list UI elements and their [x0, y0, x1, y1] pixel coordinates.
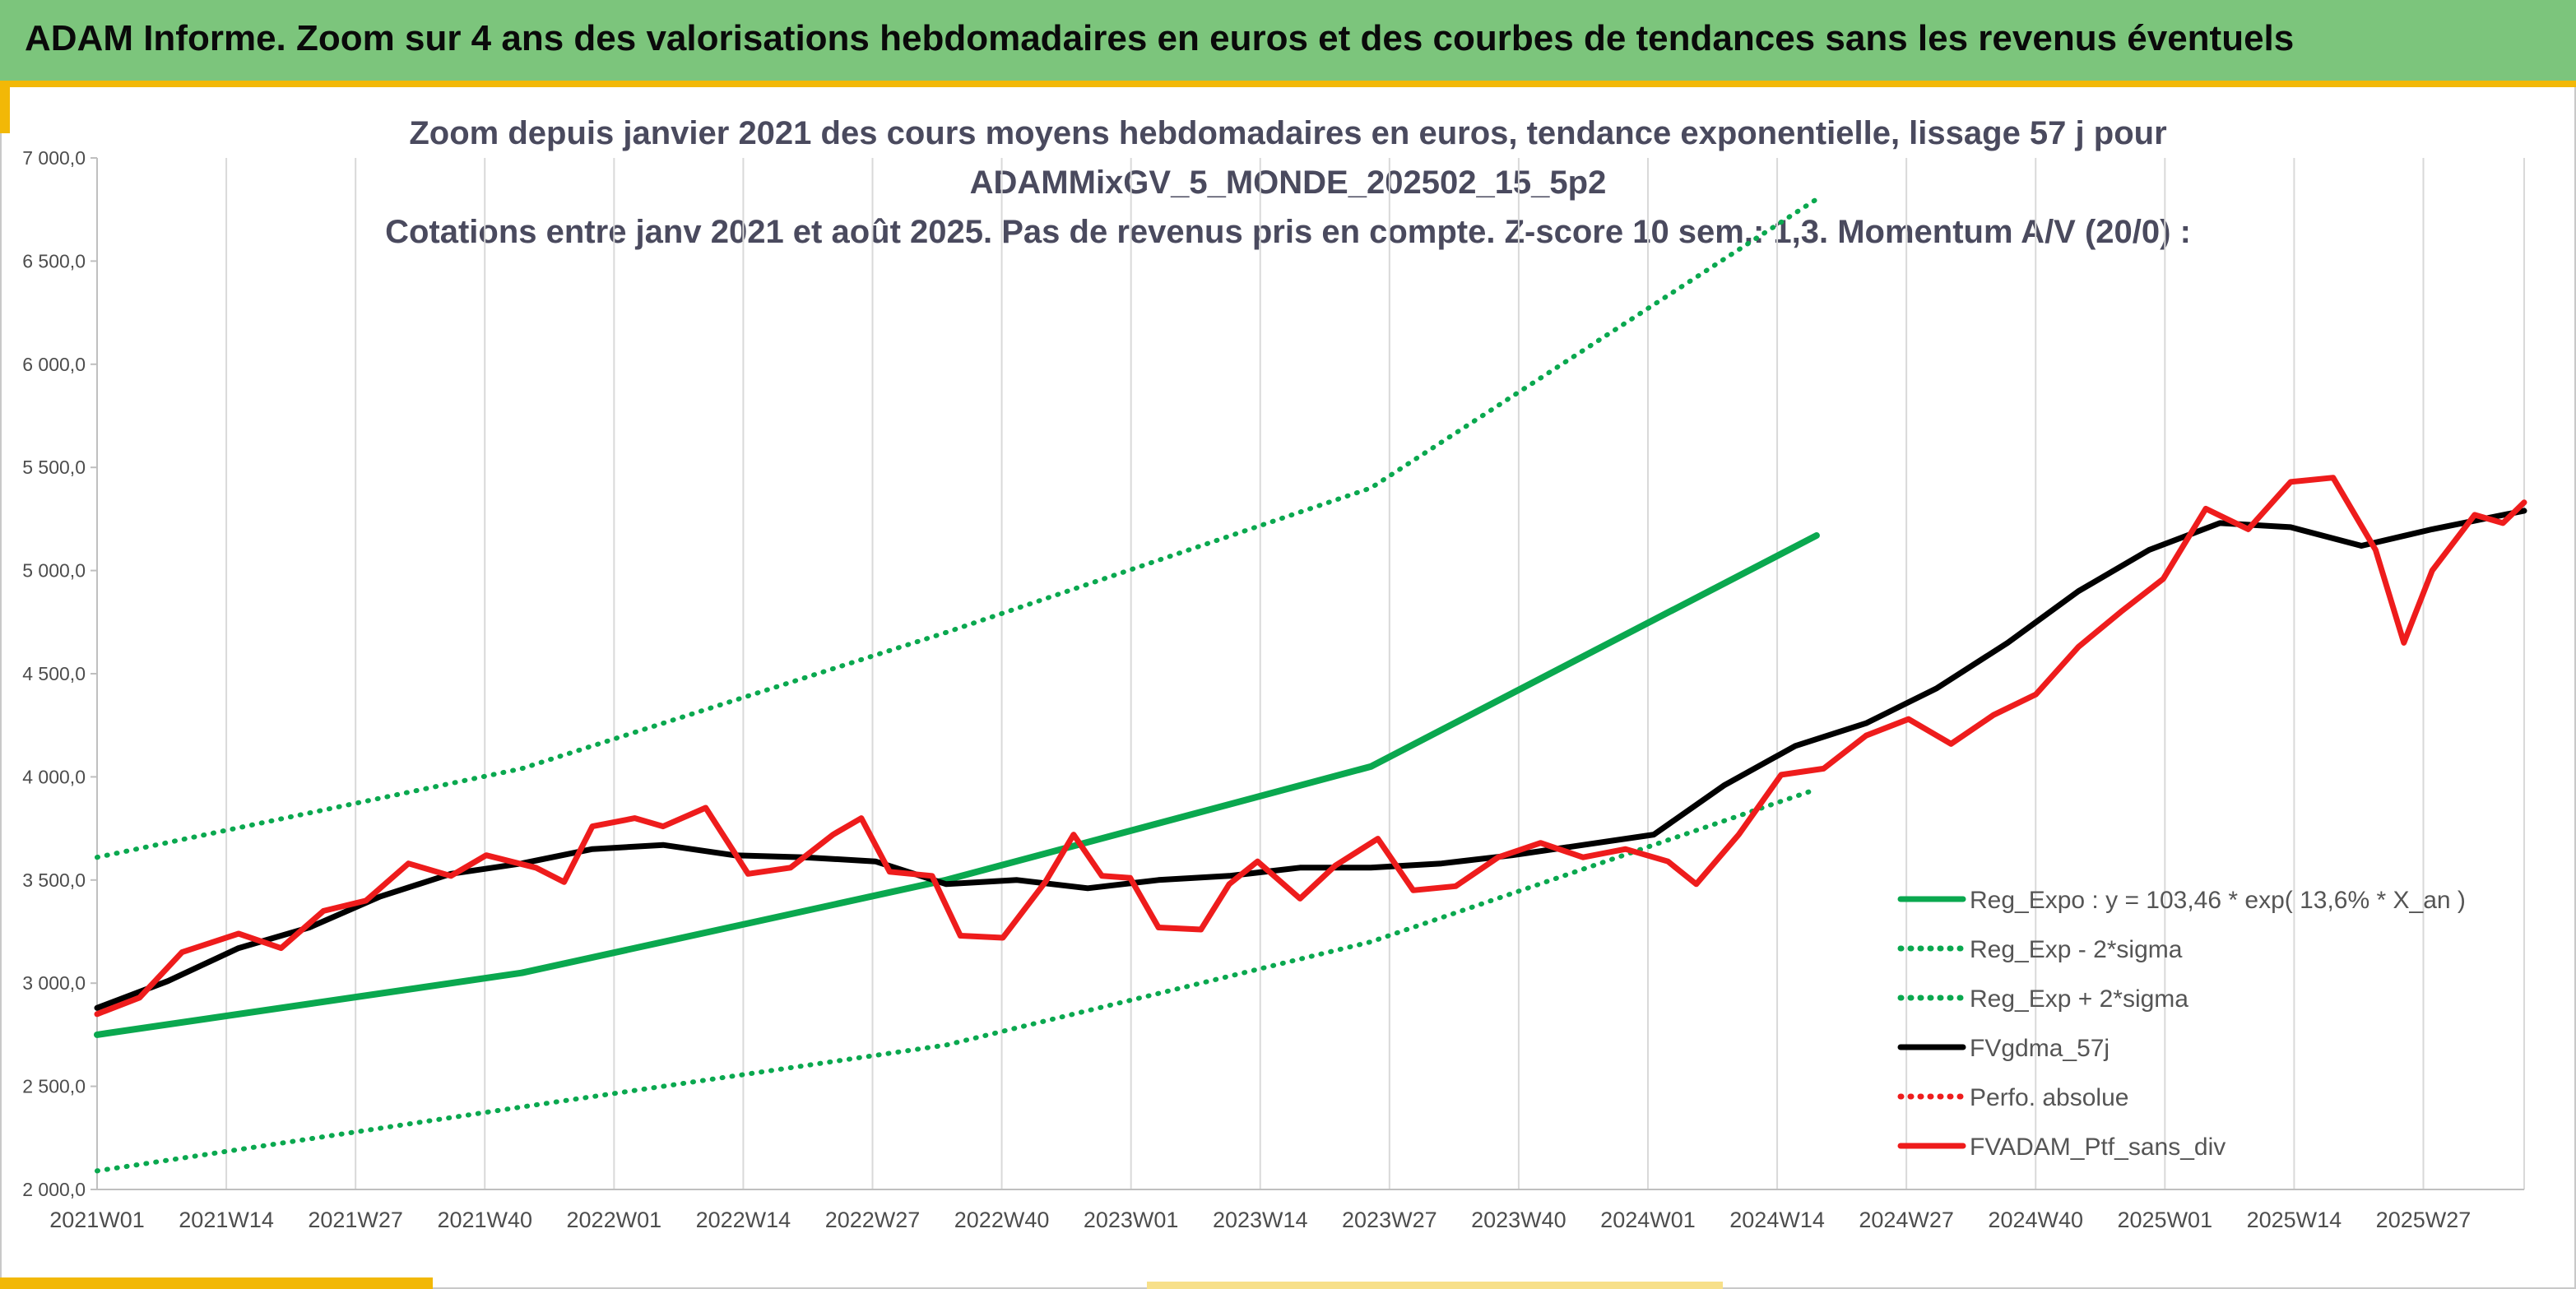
x-tick-label: 2022W27 [825, 1208, 921, 1232]
x-tick-label: 2022W40 [954, 1208, 1050, 1232]
chart-title: Zoom depuis janvier 2021 des cours moyen… [0, 109, 2576, 257]
legend-label: Reg_Exp + 2*sigma [1970, 985, 2188, 1013]
y-tick-label: 2 000,0 [22, 1179, 86, 1200]
y-tick-label: 2 500,0 [22, 1076, 86, 1097]
x-tick-label: 2021W14 [179, 1208, 274, 1232]
x-tick-label: 2021W27 [308, 1208, 403, 1232]
accent-bar-left [0, 87, 10, 133]
x-tick-label: 2021W01 [49, 1208, 145, 1232]
x-tick-label: 2025W14 [2247, 1208, 2342, 1232]
x-tick-label: 2023W01 [1084, 1208, 1179, 1232]
y-tick-label: 7 000,0 [22, 147, 86, 169]
legend-label: FVgdma_57j [1970, 1035, 2110, 1062]
legend-label: Perfo. absolue [1970, 1084, 2128, 1111]
y-tick-label: 6 000,0 [22, 354, 86, 375]
x-tick-label: 2025W27 [2376, 1208, 2472, 1232]
x-tick-label: 2021W40 [437, 1208, 532, 1232]
trend-upper-band [95, 197, 1819, 860]
x-tick-label: 2023W40 [1471, 1208, 1566, 1232]
trend-line [94, 532, 1820, 1038]
accent-bar-bottom-light [1147, 1282, 1723, 1289]
moving-average-line [94, 508, 2527, 1011]
y-tick-label: 4 500,0 [22, 663, 86, 684]
chart-title-line-2: ADAMMixGV_5_MONDE_202502_15_5p2 [969, 165, 1607, 201]
portfolio-value-line [94, 475, 2527, 1018]
x-tick-label: 2024W14 [1729, 1208, 1825, 1232]
chart-title-line-1: Zoom depuis janvier 2021 des cours moyen… [409, 115, 2167, 151]
x-tick-label: 2022W01 [567, 1208, 662, 1232]
x-tick-label: 2024W27 [1859, 1208, 1954, 1232]
y-tick-label: 5 000,0 [22, 560, 86, 582]
x-tick-label: 2022W14 [696, 1208, 791, 1232]
y-tick-label: 5 500,0 [22, 457, 86, 478]
chart-title-line-3: Cotations entre janv 2021 et août 2025. … [385, 214, 2191, 250]
trend-lower-band [95, 786, 1819, 1174]
legend-label: Reg_Exp - 2*sigma [1970, 936, 2183, 963]
y-tick-label: 6 500,0 [22, 250, 86, 271]
banner-title: ADAM Informe. Zoom sur 4 ans des valoris… [25, 18, 2295, 58]
y-tick-label: 4 000,0 [22, 766, 86, 787]
y-tick-label: 3 500,0 [22, 869, 86, 891]
legend-label: Reg_Expo : y = 103,46 * exp( 13,6% * X_a… [1970, 887, 2466, 914]
x-tick-label: 2023W14 [1213, 1208, 1308, 1232]
legend-label: FVADAM_Ptf_sans_div [1970, 1134, 2226, 1161]
x-tick-label: 2025W01 [2118, 1208, 2213, 1232]
y-tick-label: 3 000,0 [22, 972, 86, 994]
accent-bar-bottom [0, 1277, 433, 1289]
x-tick-label: 2024W01 [1600, 1208, 1696, 1232]
x-tick-label: 2023W27 [1342, 1208, 1437, 1232]
header-banner: ADAM Informe. Zoom sur 4 ans des valoris… [0, 0, 2576, 87]
x-tick-label: 2024W40 [1988, 1208, 2083, 1232]
